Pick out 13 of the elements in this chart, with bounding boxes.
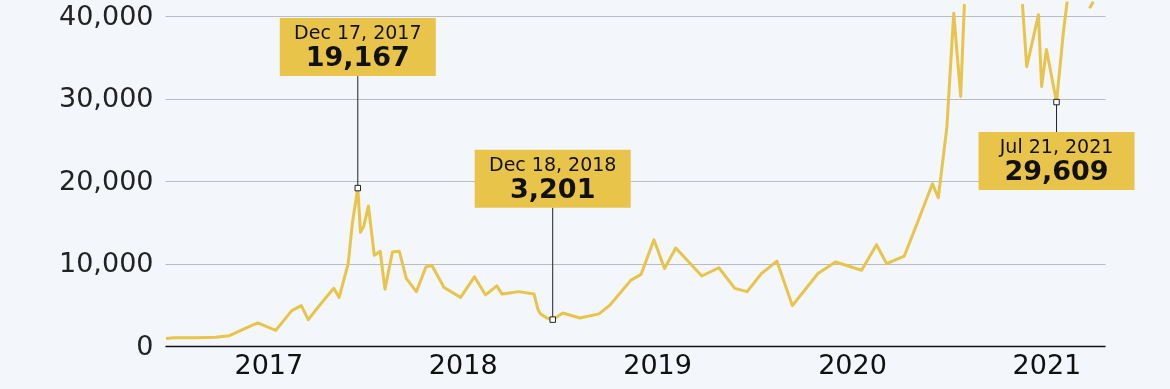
- annotation: Dec 17, 2017 19,167: [294, 21, 422, 73]
- y-tick-label: 30,000: [59, 82, 154, 114]
- x-tick-label: 2020: [818, 348, 887, 380]
- annotation: Jul 21, 2021 29,609: [998, 135, 1114, 187]
- x-tick-label: 2018: [428, 348, 498, 380]
- y-tick-label: 10,000: [59, 247, 154, 279]
- x-tick-label: 2017: [234, 348, 304, 380]
- x-tick-label: 2019: [623, 348, 692, 380]
- annotation: Dec 18, 2018 3,201: [489, 152, 617, 204]
- y-tick-label: 20,000: [59, 164, 154, 196]
- x-tick-label: 2021: [1012, 348, 1082, 380]
- y-tick-label: 0: [136, 329, 154, 361]
- y-tick-label: 40,000: [59, 0, 154, 31]
